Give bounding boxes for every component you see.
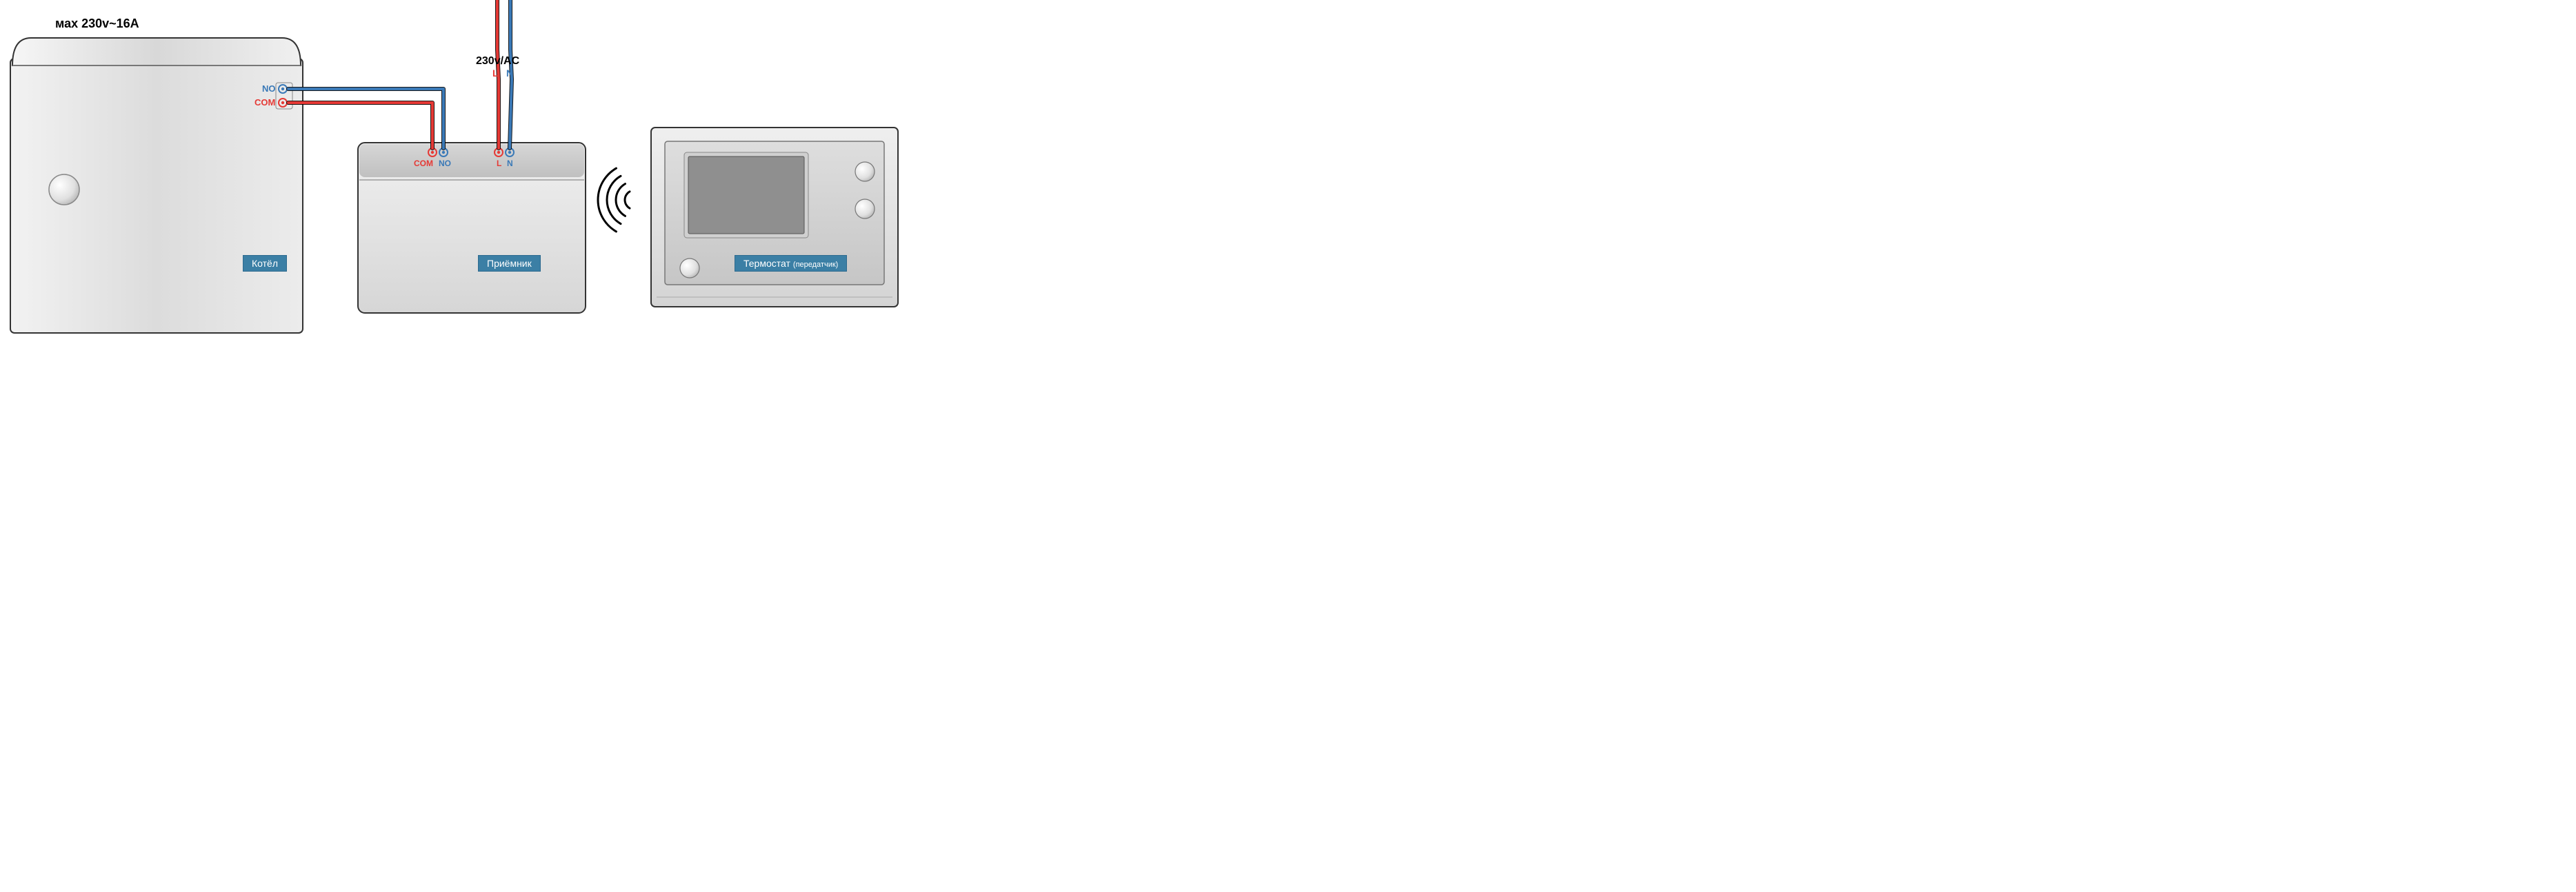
supply-title: 230v/AC bbox=[476, 55, 519, 68]
boiler-title: мах 230v~16A bbox=[55, 17, 139, 31]
terminal-no-boiler: NO bbox=[262, 83, 276, 94]
boiler-label: Котёл bbox=[252, 258, 278, 269]
terminal-n-rx: N bbox=[507, 159, 513, 168]
wiring-diagram bbox=[0, 0, 1030, 357]
terminal-com-rx: COM bbox=[414, 159, 433, 168]
terminal-no-rx: NO bbox=[439, 159, 451, 168]
terminal-com-boiler: COM bbox=[254, 97, 275, 108]
thermostat-label: Термостат bbox=[743, 258, 790, 269]
supply-l: L bbox=[492, 68, 499, 79]
receiver-label: Приёмник bbox=[487, 258, 532, 269]
terminal-l-rx: L bbox=[497, 159, 501, 168]
thermostat-sublabel: (передатчик) bbox=[793, 261, 838, 269]
supply-n: N bbox=[506, 68, 513, 79]
thermostat-label-box: Термостат (передатчик) bbox=[735, 255, 847, 272]
boiler-label-box: Котёл bbox=[243, 255, 287, 272]
receiver-label-box: Приёмник bbox=[478, 255, 541, 272]
